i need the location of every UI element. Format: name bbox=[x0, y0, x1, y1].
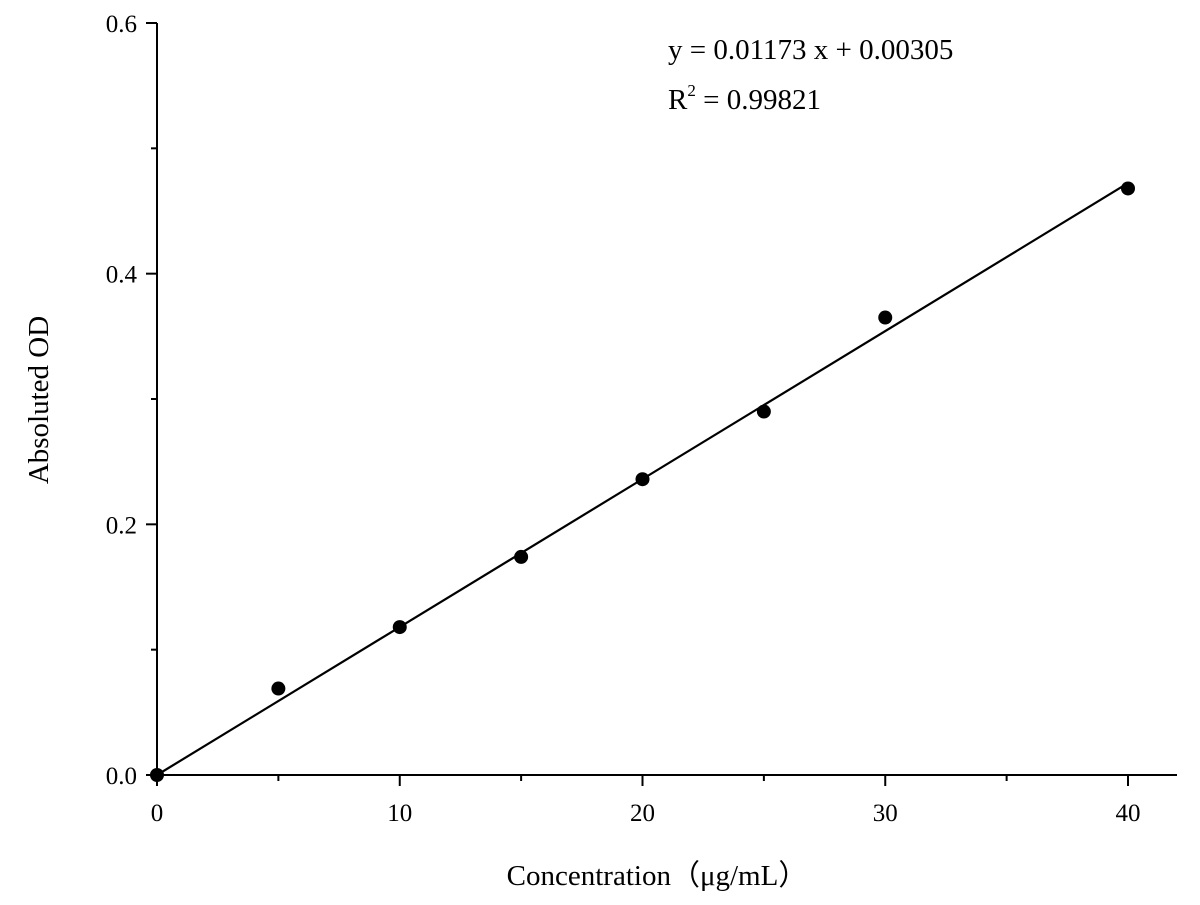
data-point bbox=[514, 549, 529, 564]
x-tick-label: 40 bbox=[1116, 800, 1141, 827]
x-tick-label: 10 bbox=[387, 800, 412, 827]
data-points bbox=[150, 181, 1135, 782]
data-point bbox=[756, 404, 771, 419]
r-squared-exponent: 2 bbox=[687, 81, 696, 100]
y-tick-label: 0.2 bbox=[106, 512, 137, 539]
r-squared-base: R bbox=[668, 84, 688, 116]
data-point bbox=[392, 620, 407, 635]
y-tick-label: 0.0 bbox=[106, 763, 137, 790]
regression-equation: y = 0.01173 x + 0.00305 bbox=[668, 34, 953, 66]
data-point bbox=[271, 681, 286, 696]
data-point bbox=[150, 768, 164, 782]
axes bbox=[146, 22, 1177, 786]
tick-labels: 0 10 20 30 40 0.0 0.2 0.4 0.6 bbox=[106, 11, 1141, 827]
data-point bbox=[878, 310, 893, 325]
r-squared-value: = 0.99821 bbox=[696, 84, 821, 116]
x-axis-label: Concentration（μg/mL） bbox=[507, 860, 808, 892]
data-point bbox=[1121, 181, 1135, 196]
y-axis-label: Absoluted OD bbox=[23, 316, 55, 484]
x-tick-label: 0 bbox=[151, 800, 164, 827]
y-tick-label: 0.6 bbox=[106, 11, 137, 38]
data-point bbox=[635, 472, 650, 487]
y-tick-label: 0.4 bbox=[106, 262, 138, 289]
x-tick-label: 30 bbox=[873, 800, 898, 827]
x-tick-label: 20 bbox=[630, 800, 655, 827]
r-squared: R2 = 0.99821 bbox=[668, 81, 821, 116]
